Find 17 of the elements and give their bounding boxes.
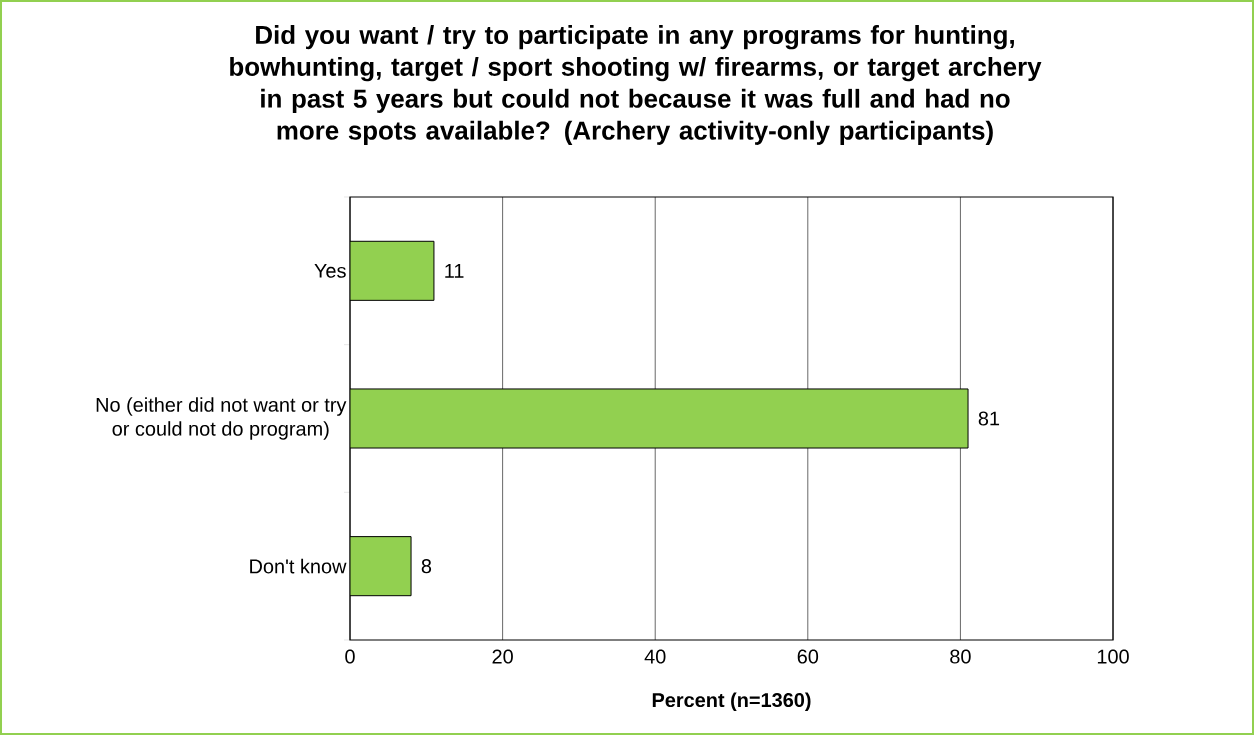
y-tick-label: Don't know <box>250 558 347 574</box>
data-label: 81 <box>978 411 1000 426</box>
data-label: 11 <box>445 263 464 278</box>
x-tick-label: 100 <box>1097 649 1129 664</box>
x-axis-title: Percent (n=1360) <box>652 692 811 712</box>
bar <box>350 536 412 597</box>
y-tick-label: Yes <box>314 263 346 278</box>
x-tick-label: 0 <box>345 649 355 664</box>
x-tick-label: 80 <box>950 649 971 664</box>
x-tick-label: 20 <box>492 649 513 664</box>
y-tick-label: No (either did not want or try or could not do program) <box>96 397 347 440</box>
x-tick-label: 60 <box>797 649 819 664</box>
bar <box>350 240 435 301</box>
chart-title: Did you want / try to participate in any programs for hunting, bowhunting, target / sport shooting w/ firearms, or target archery in past 5 years but could not because it was full and had no more spots available? (Archery activity-only participants) <box>230 25 1042 145</box>
data-label: 8 <box>421 559 432 574</box>
x-tick-label: 40 <box>644 649 666 664</box>
bar <box>350 388 969 449</box>
